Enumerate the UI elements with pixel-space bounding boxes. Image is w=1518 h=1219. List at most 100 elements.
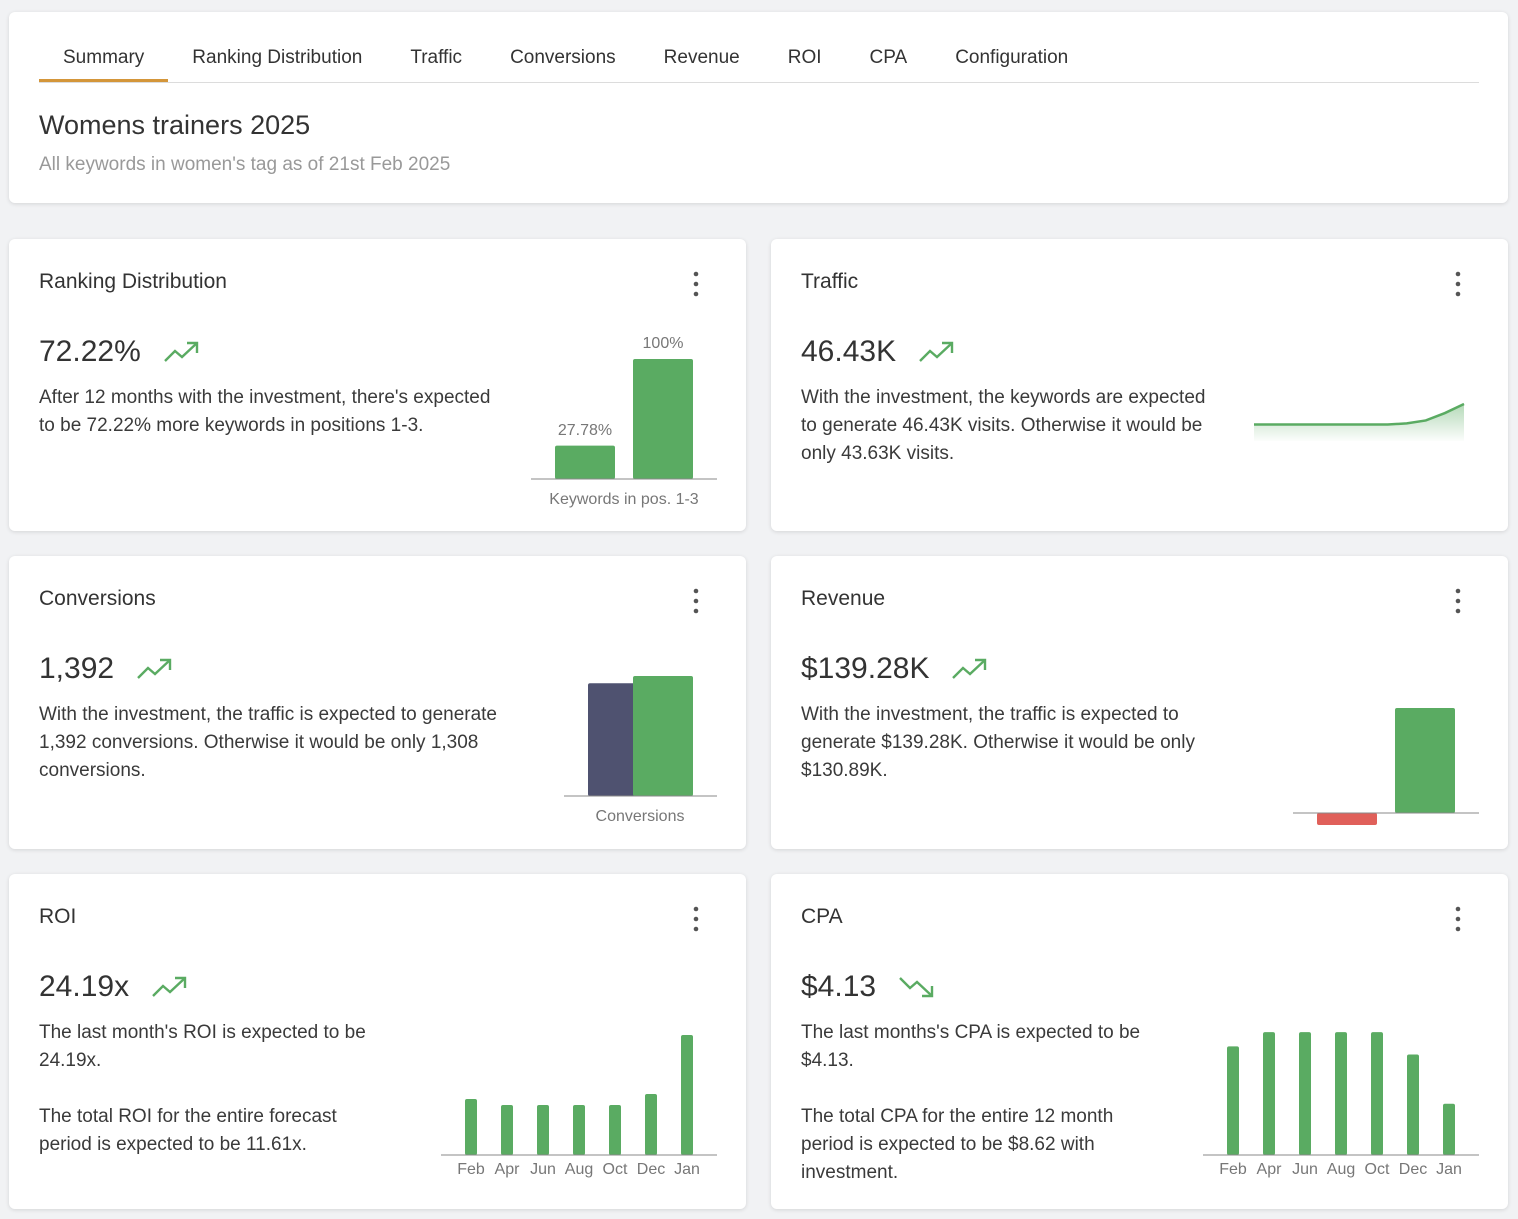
- bar: [537, 1105, 549, 1155]
- card-title: CPA: [801, 905, 843, 928]
- trend-line: [952, 659, 987, 679]
- tab-divider: [39, 82, 1479, 83]
- menu-dot: [1455, 608, 1461, 614]
- more-menu[interactable]: [689, 906, 703, 932]
- description-paragraph: With the investment, the traffic is expe…: [39, 704, 498, 781]
- bar: [681, 1035, 693, 1155]
- more-menu[interactable]: [1451, 271, 1465, 297]
- menu-dot: [693, 916, 699, 922]
- x-tick-label: Apr: [495, 1161, 521, 1178]
- more-menu[interactable]: [1451, 906, 1465, 932]
- trend-arrow: [942, 341, 954, 353]
- metric-card: ROI 24.19x The last month's ROI is expecte…: [9, 874, 746, 1209]
- x-tick-label: Dec: [1399, 1161, 1427, 1178]
- card-title: Conversions: [39, 587, 156, 610]
- menu-dot: [1455, 588, 1461, 594]
- trend-icon: [899, 977, 934, 998]
- card-description: The last months's CPA is expected to be …: [801, 1019, 1171, 1215]
- bar-value-label: 27.78%: [558, 422, 612, 439]
- trend-icon: [952, 658, 987, 679]
- x-tick-label: Jun: [530, 1161, 556, 1178]
- tab[interactable]: Traffic: [410, 47, 463, 68]
- traffic-line: [1254, 402, 1465, 426]
- menu-dot: [693, 588, 699, 594]
- trend-icon: [152, 976, 187, 997]
- card-description: With the investment, the traffic is expe…: [39, 701, 539, 813]
- metric-card: Revenue $139.28K With the investment, the …: [771, 556, 1508, 849]
- menu-dot: [693, 291, 699, 297]
- description-paragraph: The total CPA for the entire 12 month pe…: [801, 1106, 1114, 1183]
- bar: [1263, 1032, 1275, 1155]
- x-tick-label: Jan: [674, 1161, 700, 1178]
- card-description: The last month's ROI is expected to be 2…: [39, 1019, 389, 1187]
- trend-arrow: [975, 658, 987, 670]
- menu-dot: [1455, 906, 1461, 912]
- menu-dot: [1455, 926, 1461, 932]
- menu-dot: [693, 926, 699, 932]
- more-menu[interactable]: [689, 588, 703, 614]
- x-tick-label: Oct: [603, 1161, 628, 1178]
- more-menu[interactable]: [689, 271, 703, 297]
- menu-dot: [1455, 291, 1461, 297]
- menu-dot: [693, 608, 699, 614]
- x-tick-label: Jun: [1292, 1161, 1318, 1178]
- bar: [633, 676, 693, 796]
- more-menu[interactable]: [1451, 588, 1465, 614]
- x-tick-label: Jan: [1436, 1161, 1462, 1178]
- menu-dot: [1455, 598, 1461, 604]
- metric-value: 46.43K: [801, 335, 897, 368]
- card-description: With the investment, the keywords are ex…: [801, 384, 1221, 496]
- x-tick-label: Dec: [637, 1161, 665, 1178]
- bar: [573, 1105, 585, 1155]
- tab[interactable]: Configuration: [955, 47, 1069, 68]
- description-paragraph: After 12 months with the investment, the…: [39, 387, 491, 436]
- metric-row: $4.13: [801, 970, 936, 1004]
- menu-dot: [693, 906, 699, 912]
- header-card: Summary Ranking Distribution Traffic Conver…: [9, 12, 1508, 203]
- card-title: Revenue: [801, 587, 886, 610]
- x-tick-label: Apr: [1257, 1161, 1283, 1178]
- metric-value: 1,392: [39, 652, 115, 685]
- menu-dot: [1455, 916, 1461, 922]
- menu-dot: [1455, 271, 1461, 277]
- bar: [588, 683, 648, 796]
- metric-row: 1,392: [39, 652, 174, 686]
- bar: [1371, 1032, 1383, 1155]
- trend-line: [899, 977, 933, 997]
- metric-card: Conversions 1,392 With the investment, the…: [9, 556, 746, 849]
- trend-arrow: [160, 658, 172, 670]
- tab[interactable]: CPA: [869, 47, 908, 68]
- menu-dot: [693, 281, 699, 287]
- bar: [645, 1093, 657, 1155]
- tab[interactable]: ROI: [787, 47, 822, 68]
- bar: [1299, 1032, 1311, 1155]
- chart-x-label: Keywords in pos. 1-3: [549, 491, 699, 508]
- bar-value-label: 100%: [643, 335, 684, 352]
- bar: [555, 445, 615, 479]
- menu-dot: [693, 598, 699, 604]
- description-paragraph: With the investment, the traffic is expe…: [801, 704, 1195, 781]
- tab[interactable]: Summary: [39, 46, 169, 82]
- trend-line: [137, 659, 171, 679]
- tab[interactable]: Ranking Distribution: [192, 47, 363, 68]
- trend-line: [919, 342, 953, 362]
- description-paragraph: With the investment, the keywords are ex…: [801, 387, 1206, 464]
- x-tick-label: Feb: [1219, 1161, 1247, 1178]
- trend-icon: [163, 341, 198, 362]
- description-paragraph: The total ROI for the entire forecast pe…: [39, 1106, 337, 1155]
- metric-row: 46.43K: [801, 335, 956, 369]
- bar: [1335, 1032, 1347, 1155]
- bar: [1227, 1046, 1239, 1155]
- description-paragraph: The last months's CPA is expected to be …: [801, 1022, 1141, 1071]
- bar: [1443, 1103, 1455, 1155]
- tab[interactable]: Conversions: [510, 47, 616, 68]
- metric-card: Traffic 46.43K With the investment, the ke…: [771, 239, 1508, 531]
- bar: [1407, 1054, 1419, 1155]
- metric-row: $139.28K: [801, 652, 989, 686]
- bar: [1395, 708, 1455, 813]
- x-tick-label: Aug: [1327, 1161, 1355, 1178]
- trend-icon: [137, 658, 172, 679]
- tab[interactable]: Revenue: [663, 47, 740, 68]
- card-description: After 12 months with the investment, the…: [39, 384, 504, 468]
